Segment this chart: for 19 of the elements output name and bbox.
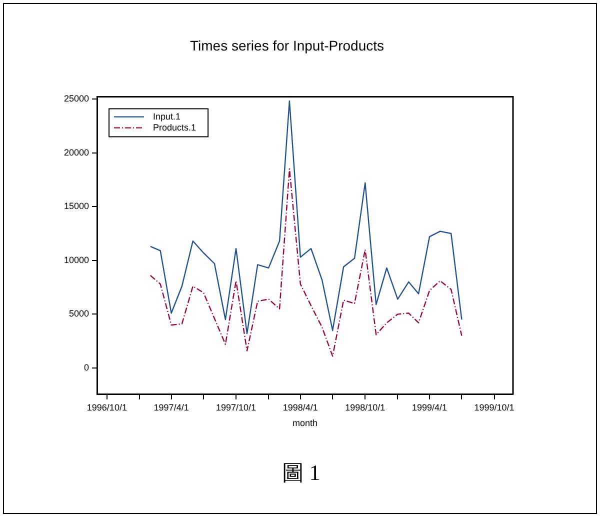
y-tick-label: 5000 bbox=[68, 308, 90, 319]
x-tick-label: 1999/4/1 bbox=[412, 402, 448, 412]
line-series bbox=[150, 168, 462, 357]
x-tick-label: 1996/10/1 bbox=[86, 402, 127, 412]
x-tick-label: 1999/10/1 bbox=[474, 402, 514, 412]
y-tick-label: 0 bbox=[84, 362, 90, 373]
x-tick-label: 1998/10/1 bbox=[345, 402, 386, 412]
y-tick-label: 10000 bbox=[64, 254, 90, 265]
y-tick-label: 25000 bbox=[64, 93, 90, 104]
legend-label: Products.1 bbox=[153, 122, 196, 132]
x-tick-label: 1997/4/1 bbox=[154, 402, 189, 412]
chart-title: Times series for Input-Products bbox=[190, 37, 384, 54]
x-tick-label: 1997/10/1 bbox=[216, 402, 256, 412]
caption: 圖 1 bbox=[280, 459, 322, 487]
x-axis-title: month bbox=[292, 418, 318, 428]
legend-label: Input.1 bbox=[153, 111, 181, 122]
x-tick-label: 1998/4/1 bbox=[282, 402, 318, 412]
y-tick-label: 15000 bbox=[64, 201, 90, 212]
y-tick-label: 20000 bbox=[64, 147, 90, 158]
